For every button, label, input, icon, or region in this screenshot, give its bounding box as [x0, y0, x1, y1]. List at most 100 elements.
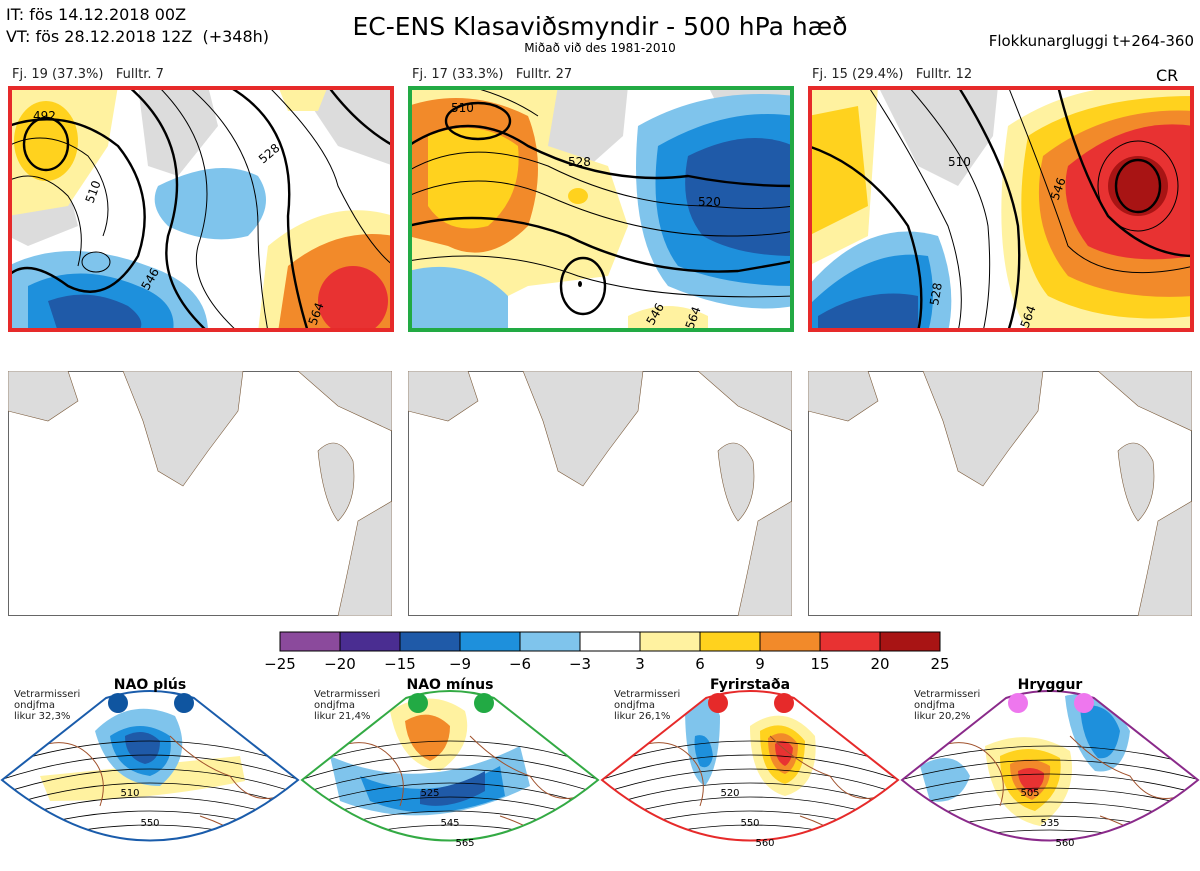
- contour-line: [2, 768, 298, 795]
- contour-line: [2, 740, 298, 767]
- contour-label: 560: [755, 838, 774, 849]
- contour-line: [302, 768, 598, 795]
- contour-line: [902, 759, 1198, 781]
- regime-panel: 520 550 560 Fyrirstaða Vetrarmisseri ondjfma…: [600, 676, 900, 871]
- anomaly-area: [405, 714, 450, 761]
- cluster-2-map: 510 528 520 546 564: [408, 86, 794, 332]
- colorbar-swatch: [579, 631, 641, 652]
- regime-marker-dot: [174, 693, 194, 713]
- regime-map: 505 535 560: [900, 690, 1200, 861]
- initial-time: IT: fös 14.12.2018 00Z: [6, 5, 187, 24]
- regime-title: Hryggur: [1017, 677, 1083, 693]
- regime-probability-note: Vetrarmisseri ondjfma likur 32,3%: [14, 689, 81, 722]
- anomaly-area: [1010, 851, 1045, 861]
- contour-label: 560: [1055, 838, 1074, 849]
- regime-border: [300, 690, 600, 842]
- cluster-1-label: Fj. 19 (37.3%) Fulltr. 7: [12, 67, 164, 82]
- contour-line: [602, 740, 898, 767]
- regime-marker-dot: [774, 693, 794, 713]
- cluster-1-map: 492 510 528 546 564: [8, 86, 394, 332]
- contour-line: [602, 754, 898, 781]
- contour-line: [602, 782, 898, 809]
- regime-title: NAO mínus: [406, 677, 494, 693]
- contour-line: [902, 829, 1198, 841]
- colorbar-swatch: [339, 631, 401, 652]
- colorbar-swatch: [819, 631, 881, 652]
- colorbar-tick-label: 6: [695, 655, 705, 673]
- regime-probability-note: Vetrarmisseri ondjfma likur 21,4%: [314, 689, 381, 722]
- colorbar-tick-label: 9: [755, 655, 765, 673]
- anomaly-area: [1080, 705, 1120, 759]
- colorbar-swatch: [279, 631, 341, 652]
- cluster-3-border: [808, 86, 1194, 332]
- contour-line: [902, 773, 1198, 795]
- cluster-3-map: 510 528 546 564: [808, 86, 1194, 332]
- colorbar-tick-label: 15: [810, 655, 829, 673]
- contour-label: 505: [1020, 788, 1039, 799]
- colorbar-tick-label: −20: [324, 655, 356, 673]
- contour-label: 510: [120, 788, 139, 799]
- regime-panel: 505 535 560 Hryggur Vetrarmisseri ondjfma li…: [900, 676, 1200, 871]
- land-greenland: [138, 86, 218, 176]
- regime-marker-dot: [1008, 693, 1028, 713]
- contour-label: 565: [455, 838, 474, 849]
- colorbar-tick-label: 20: [870, 655, 889, 673]
- anomaly-area: [775, 740, 793, 766]
- regime-panel: 510 550 NAO plús Vetrarmisseri ondjfma liku…: [0, 676, 300, 871]
- contour-label: 528: [568, 155, 591, 169]
- colorbar-swatch: [519, 631, 581, 652]
- header-times: IT: fös 14.12.2018 00Z VT: fös 28.12.201…: [6, 4, 269, 48]
- cluster-2-label: Fj. 17 (33.3%) Fulltr. 27: [412, 67, 573, 82]
- colorbar-tick-label: −15: [384, 655, 416, 673]
- contour-label: 545: [440, 818, 459, 829]
- contour-label: 510: [948, 155, 971, 169]
- contour-line: [302, 754, 598, 781]
- cluster-1-border: [8, 86, 394, 332]
- anomaly-area: [125, 732, 160, 764]
- regime-marker-dot: [108, 693, 128, 713]
- regime-probability-note: Vetrarmisseri ondjfma likur 26,1%: [614, 689, 681, 722]
- colorbar-swatch: [399, 631, 461, 652]
- colorbar-tick-label: −25: [264, 655, 296, 673]
- cluster-3-label: Fj. 15 (29.4%) Fulltr. 12: [812, 67, 973, 82]
- regime-title: Fyrirstaða: [709, 677, 791, 693]
- member-map-1: [8, 371, 392, 616]
- colorbar-swatch: [699, 631, 761, 652]
- contour-label: 528: [927, 282, 945, 307]
- regime-marker-dot: [708, 693, 728, 713]
- contour-label: 510: [451, 101, 474, 115]
- contour-label: 535: [1040, 818, 1059, 829]
- colorbar-tick-label: 25: [930, 655, 949, 673]
- regime-border: [0, 690, 300, 842]
- contour-line: [302, 740, 598, 767]
- classification-window: Flokkunargluggi t+264-360: [988, 32, 1194, 50]
- colorbar-tick-label: −6: [509, 655, 531, 673]
- regime-probability-note: Vetrarmisseri ondjfma likur 20,2%: [914, 689, 981, 722]
- cluster-2-border: [408, 86, 794, 332]
- regime-marker-dot: [408, 693, 428, 713]
- colorbar-swatch: [759, 631, 821, 652]
- colorbar-swatch: [459, 631, 521, 652]
- regime-border: [900, 690, 1200, 842]
- land-arctic: [298, 86, 394, 166]
- contour-label: 550: [740, 818, 759, 829]
- page-title: EC-ENS Klasaviðsmyndir - 500 hPa hæð: [352, 12, 848, 41]
- contour-label: 550: [140, 818, 159, 829]
- contour-line: [302, 782, 598, 809]
- regime-map: 520 550 560: [600, 690, 900, 849]
- page-subtitle: Miðað við des 1981-2010: [524, 41, 676, 55]
- cr-label: CR: [1156, 66, 1179, 85]
- colorbar-tick-label: −3: [569, 655, 591, 673]
- colorbar-tick-label: 3: [635, 655, 645, 673]
- regime-title: NAO plús: [113, 677, 187, 693]
- colorbar: −25 −20 −15 −9 −6 −3 3 6 9 15 20 25: [264, 631, 950, 673]
- contour-line: [902, 787, 1198, 809]
- contour-label: 520: [720, 788, 739, 799]
- contour-label: 525: [420, 788, 439, 799]
- regime-border: [600, 690, 900, 842]
- regime-panel: 525 545 565 NAO mínus Vetrarmisseri ondjfma …: [300, 676, 600, 871]
- contour-line: [2, 754, 298, 781]
- valid-time: VT: fös 28.12.2018 12Z (+348h): [6, 27, 270, 46]
- regime-map: 510 550: [0, 690, 300, 842]
- contour-label: 492: [33, 109, 56, 123]
